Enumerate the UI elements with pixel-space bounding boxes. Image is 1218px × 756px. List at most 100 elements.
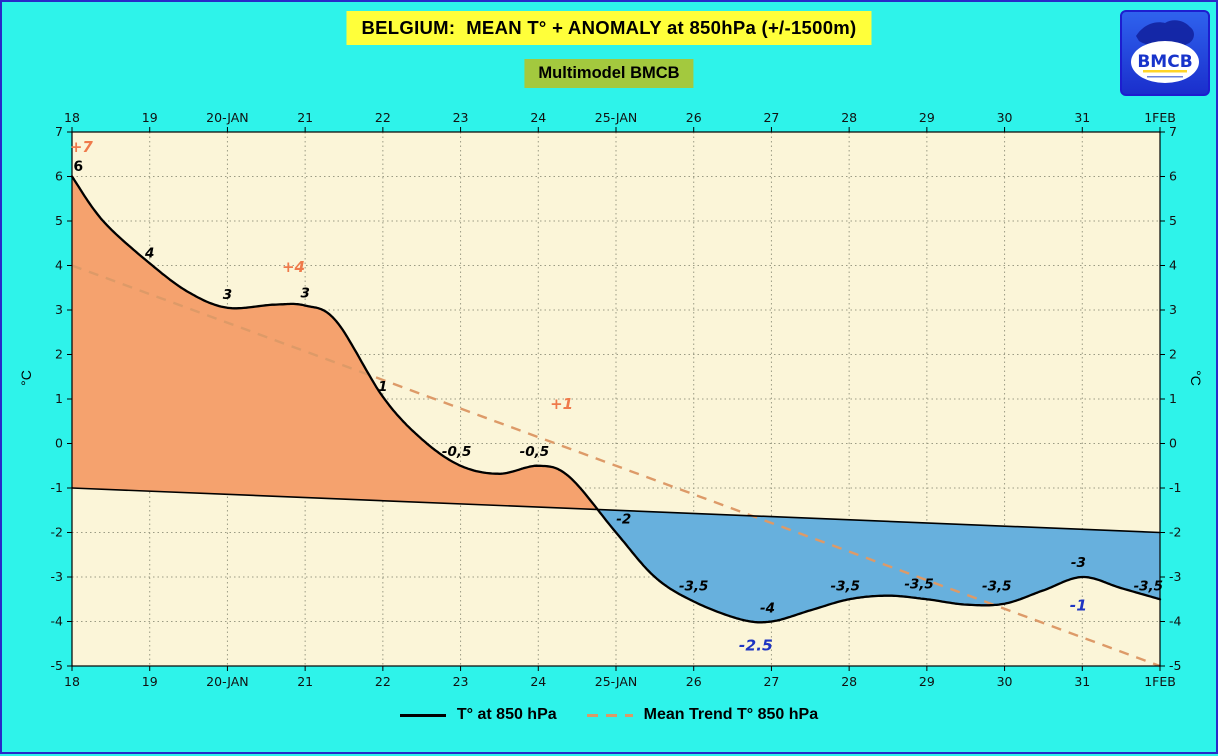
y-axis-title-left: °C	[17, 370, 34, 386]
x-tick-label-bottom: 22	[375, 674, 391, 689]
x-tick-label-top: 29	[919, 110, 935, 125]
y-tick-label-left: -2	[51, 525, 63, 540]
y-tick-label-left: -1	[51, 480, 63, 495]
data-label: -2.5	[739, 636, 773, 654]
y-tick-label-left: -4	[51, 614, 64, 629]
data-label: 3	[223, 287, 232, 303]
x-tick-label-top: 19	[142, 110, 158, 125]
data-label: 3	[300, 286, 309, 302]
x-tick-label-top: 23	[453, 110, 469, 125]
data-label: -2	[616, 512, 631, 528]
y-tick-label-right: 7	[1169, 124, 1177, 139]
y-tick-label-left: 7	[55, 124, 63, 139]
y-tick-label-right: 3	[1169, 302, 1177, 317]
x-tick-label-bottom: 27	[763, 674, 779, 689]
data-label: -3,5	[904, 577, 934, 593]
x-tick-label-top: 25-JAN	[595, 110, 637, 125]
legend-label-trend: Mean Trend T° 850 hPa	[643, 706, 819, 723]
x-tick-label-top: 1FEB	[1144, 110, 1176, 125]
legend-item-temperature: T° at 850 hPa	[399, 706, 557, 724]
data-label: -3,5	[1134, 578, 1164, 594]
y-tick-label-left: -3	[51, 569, 63, 584]
x-tick-label-top: 20-JAN	[206, 110, 248, 125]
x-tick-label-bottom: 25-JAN	[595, 674, 637, 689]
x-tick-label-top: 26	[686, 110, 702, 125]
negative-anomaly-area	[597, 509, 1160, 623]
y-tick-label-left: -5	[51, 658, 63, 673]
x-tick-label-top: 21	[297, 110, 313, 125]
data-label: +1	[550, 395, 573, 413]
data-label: -4	[760, 601, 775, 617]
x-tick-label-bottom: 28	[841, 674, 857, 689]
x-tick-label-top: 31	[1074, 110, 1090, 125]
y-tick-label-right: 2	[1169, 347, 1177, 362]
y-tick-label-left: 0	[55, 436, 63, 451]
data-label: -3,5	[830, 578, 860, 594]
legend-key-solid-line	[399, 713, 446, 717]
legend-label-temperature: T° at 850 hPa	[456, 706, 557, 723]
data-label: -3,5	[679, 578, 709, 594]
x-tick-label-bottom: 30	[997, 674, 1013, 689]
x-tick-label-bottom: 21	[297, 674, 313, 689]
trend-line	[71, 264, 1161, 668]
x-tick-label-top: 18	[64, 110, 80, 125]
data-label: -3,5	[982, 578, 1012, 594]
y-tick-label-left: 1	[55, 391, 63, 406]
y-tick-label-left: 6	[55, 169, 63, 184]
data-label: -3	[1071, 555, 1086, 571]
legend-item-trend: Mean Trend T° 850 hPa	[586, 706, 819, 724]
y-tick-label-right: 1	[1169, 391, 1177, 406]
chart-title: BELGIUM: MEAN T° + ANOMALY at 850hPa (+/…	[346, 11, 872, 45]
reference-line	[71, 487, 1161, 534]
legend-key-dashed-line	[586, 713, 633, 717]
y-tick-label-right: -5	[1169, 658, 1181, 673]
data-label: 1	[378, 379, 387, 395]
x-tick-label-bottom: 26	[686, 674, 702, 689]
y-tick-label-left: 2	[55, 347, 63, 362]
data-label: 6	[73, 159, 83, 175]
x-tick-label-top: 28	[841, 110, 857, 125]
bmcb-logo: BMCB	[1120, 10, 1210, 101]
y-tick-label-left: 3	[55, 302, 63, 317]
x-tick-label-bottom: 31	[1074, 674, 1090, 689]
x-tick-label-bottom: 29	[919, 674, 935, 689]
y-tick-label-right: -1	[1169, 480, 1181, 495]
y-tick-label-right: -2	[1169, 525, 1181, 540]
y-tick-label-left: 4	[55, 258, 63, 273]
y-axis-title-right: °C	[1188, 370, 1205, 386]
legend: T° at 850 hPa Mean Trend T° 850 hPa	[2, 706, 1216, 724]
y-tick-label-left: 5	[55, 213, 63, 228]
logo-tagline	[1147, 76, 1183, 78]
x-tick-label-top: 24	[530, 110, 546, 125]
x-tick-label-top: 22	[375, 110, 391, 125]
positive-anomaly-area	[72, 176, 598, 510]
data-label: +4	[282, 258, 305, 276]
chart-subtitle: Multimodel BMCB	[524, 59, 694, 88]
x-tick-label-bottom: 24	[530, 674, 546, 689]
belgium-map-icon	[1136, 20, 1194, 48]
y-tick-label-right: 6	[1169, 169, 1177, 184]
x-tick-label-bottom: 20-JAN	[206, 674, 248, 689]
data-label: 4	[144, 245, 154, 261]
x-tick-label-bottom: 19	[142, 674, 158, 689]
y-tick-label-right: 4	[1169, 258, 1177, 273]
temperature-line	[70, 175, 1162, 624]
data-label: +7	[70, 138, 94, 156]
bmcb-logo-graphic: BMCB	[1120, 10, 1210, 96]
x-tick-label-top: 30	[997, 110, 1013, 125]
y-tick-label-right: -3	[1169, 569, 1181, 584]
x-tick-label-bottom: 23	[453, 674, 469, 689]
y-tick-label-right: 0	[1169, 436, 1177, 451]
x-tick-label-bottom: 1FEB	[1144, 674, 1176, 689]
y-tick-label-right: 5	[1169, 213, 1177, 228]
data-label: -0,5	[442, 444, 472, 460]
logo-text: BMCB	[1137, 52, 1192, 72]
x-tick-label-bottom: 18	[64, 674, 80, 689]
logo-underline	[1143, 70, 1187, 73]
data-label: -0,5	[520, 444, 550, 460]
x-tick-label-top: 27	[763, 110, 779, 125]
data-label: -1	[1070, 596, 1087, 614]
y-tick-label-right: -4	[1169, 614, 1182, 629]
